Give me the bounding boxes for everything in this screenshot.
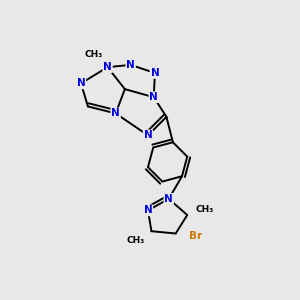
Text: CH₃: CH₃	[85, 50, 103, 59]
Text: N: N	[76, 78, 85, 88]
Text: CH₃: CH₃	[195, 205, 214, 214]
Text: N: N	[151, 68, 159, 78]
Text: N: N	[144, 206, 152, 215]
Text: N: N	[103, 62, 112, 72]
Text: N: N	[111, 108, 120, 118]
Text: N: N	[144, 130, 152, 140]
Text: Br: Br	[189, 231, 202, 241]
Text: CH₃: CH₃	[126, 236, 144, 245]
Text: N: N	[126, 60, 135, 70]
Text: N: N	[164, 194, 173, 204]
Text: N: N	[149, 92, 158, 102]
